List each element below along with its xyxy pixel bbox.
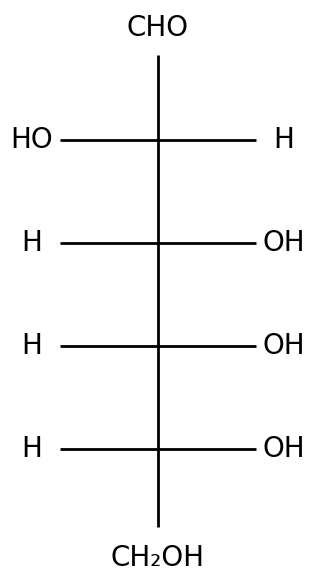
Text: OH: OH	[263, 229, 305, 257]
Text: HO: HO	[11, 126, 53, 154]
Text: H: H	[21, 229, 42, 257]
Text: CHO: CHO	[127, 14, 189, 42]
Text: H: H	[21, 332, 42, 360]
Text: OH: OH	[263, 435, 305, 463]
Text: CH₂OH: CH₂OH	[111, 544, 205, 572]
Text: H: H	[21, 435, 42, 463]
Text: OH: OH	[263, 332, 305, 360]
Text: H: H	[274, 126, 295, 154]
